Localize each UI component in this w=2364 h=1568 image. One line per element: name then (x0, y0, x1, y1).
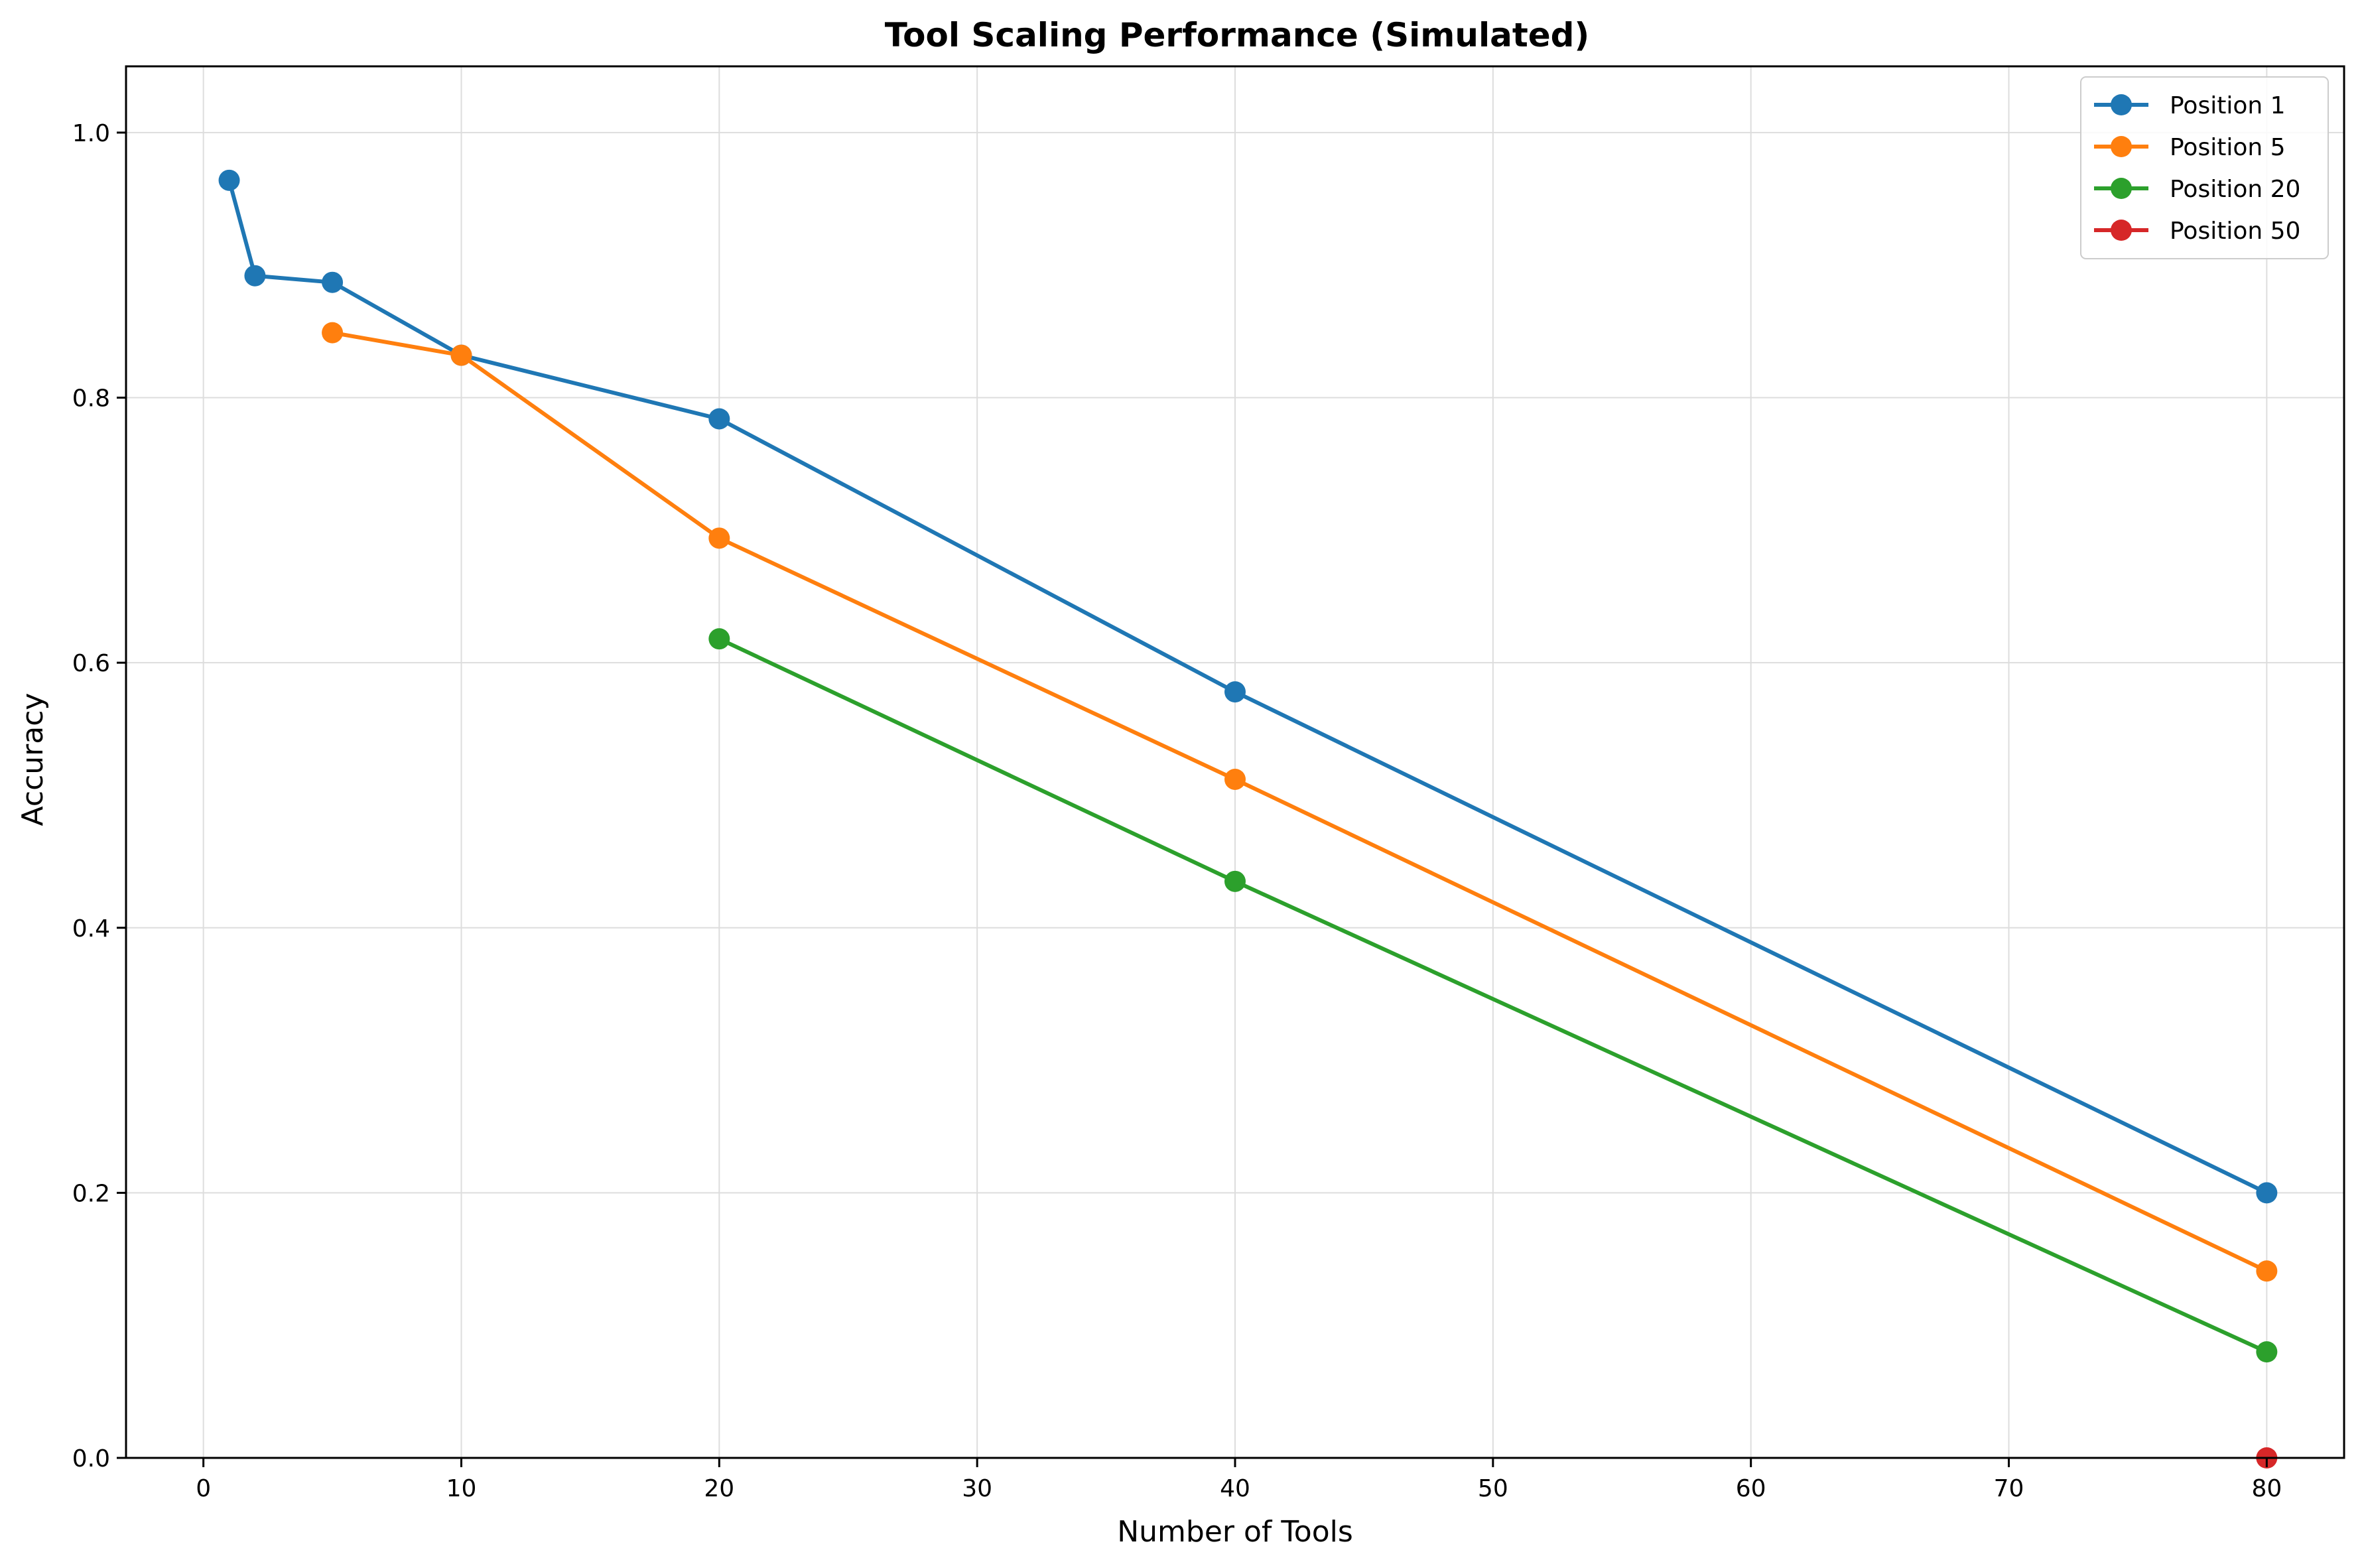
legend-item: Position 5 (2094, 134, 2286, 161)
series-3 (708, 628, 2278, 1363)
legend-item: Position 20 (2094, 176, 2300, 203)
data-point (1224, 870, 1246, 892)
y-tick-label: 0.0 (72, 1445, 110, 1472)
series-2 (322, 322, 2278, 1282)
legend-swatch-marker (2111, 94, 2132, 115)
x-tick-label: 30 (962, 1475, 992, 1502)
data-point (244, 265, 266, 287)
x-tick-label: 60 (1736, 1475, 1766, 1502)
legend-item: Position 50 (2094, 218, 2300, 245)
legend-swatch-marker (2111, 178, 2132, 199)
data-point (708, 628, 730, 650)
legend-label: Position 5 (2170, 134, 2286, 161)
y-tick-label: 1.0 (72, 120, 110, 147)
data-point (1224, 768, 1246, 790)
x-tick-label: 20 (704, 1475, 734, 1502)
x-tick-label: 70 (1994, 1475, 2024, 1502)
legend-swatch-marker (2111, 220, 2132, 241)
x-axis-label: Number of Tools (1117, 1515, 1353, 1549)
legend: Position 1 Position 5 Position 20 Position … (2080, 76, 2329, 259)
legend-swatch-marker (2111, 136, 2132, 157)
legend-label: Position 20 (2170, 176, 2300, 203)
y-tick-label: 0.2 (72, 1180, 110, 1207)
data-point (708, 527, 730, 549)
x-tick-label: 0 (196, 1475, 211, 1502)
data-point (322, 322, 344, 344)
legend-label: Position 50 (2170, 218, 2300, 245)
x-tick-label: 40 (1220, 1475, 1250, 1502)
y-tick-label: 0.6 (72, 650, 110, 677)
y-axis-label: Accuracy (16, 693, 50, 826)
data-point (450, 344, 472, 366)
ticks: 0 10 20 30 40 50 60 70 80 0.0 0.2 0.4 0.6 0.8 1.0 (72, 120, 2282, 1502)
data-point (218, 169, 240, 191)
chart-title: Tool Scaling Performance (Simulated) (885, 16, 1590, 54)
data-point (2256, 1260, 2278, 1282)
x-tick-label: 10 (446, 1475, 477, 1502)
series-layer (218, 169, 2278, 1469)
legend-item: Position 1 (2094, 92, 2286, 119)
y-tick-label: 0.8 (72, 385, 110, 413)
x-tick-label: 50 (1478, 1475, 1508, 1502)
legend-box (2080, 76, 2329, 259)
data-point (322, 271, 344, 293)
y-tick-label: 0.4 (72, 915, 110, 943)
data-point (2256, 1182, 2278, 1204)
legend-label: Position 1 (2170, 92, 2286, 119)
data-point (708, 408, 730, 430)
data-point (1224, 681, 1246, 703)
data-point (2256, 1341, 2278, 1363)
x-tick-label: 80 (2251, 1475, 2282, 1502)
